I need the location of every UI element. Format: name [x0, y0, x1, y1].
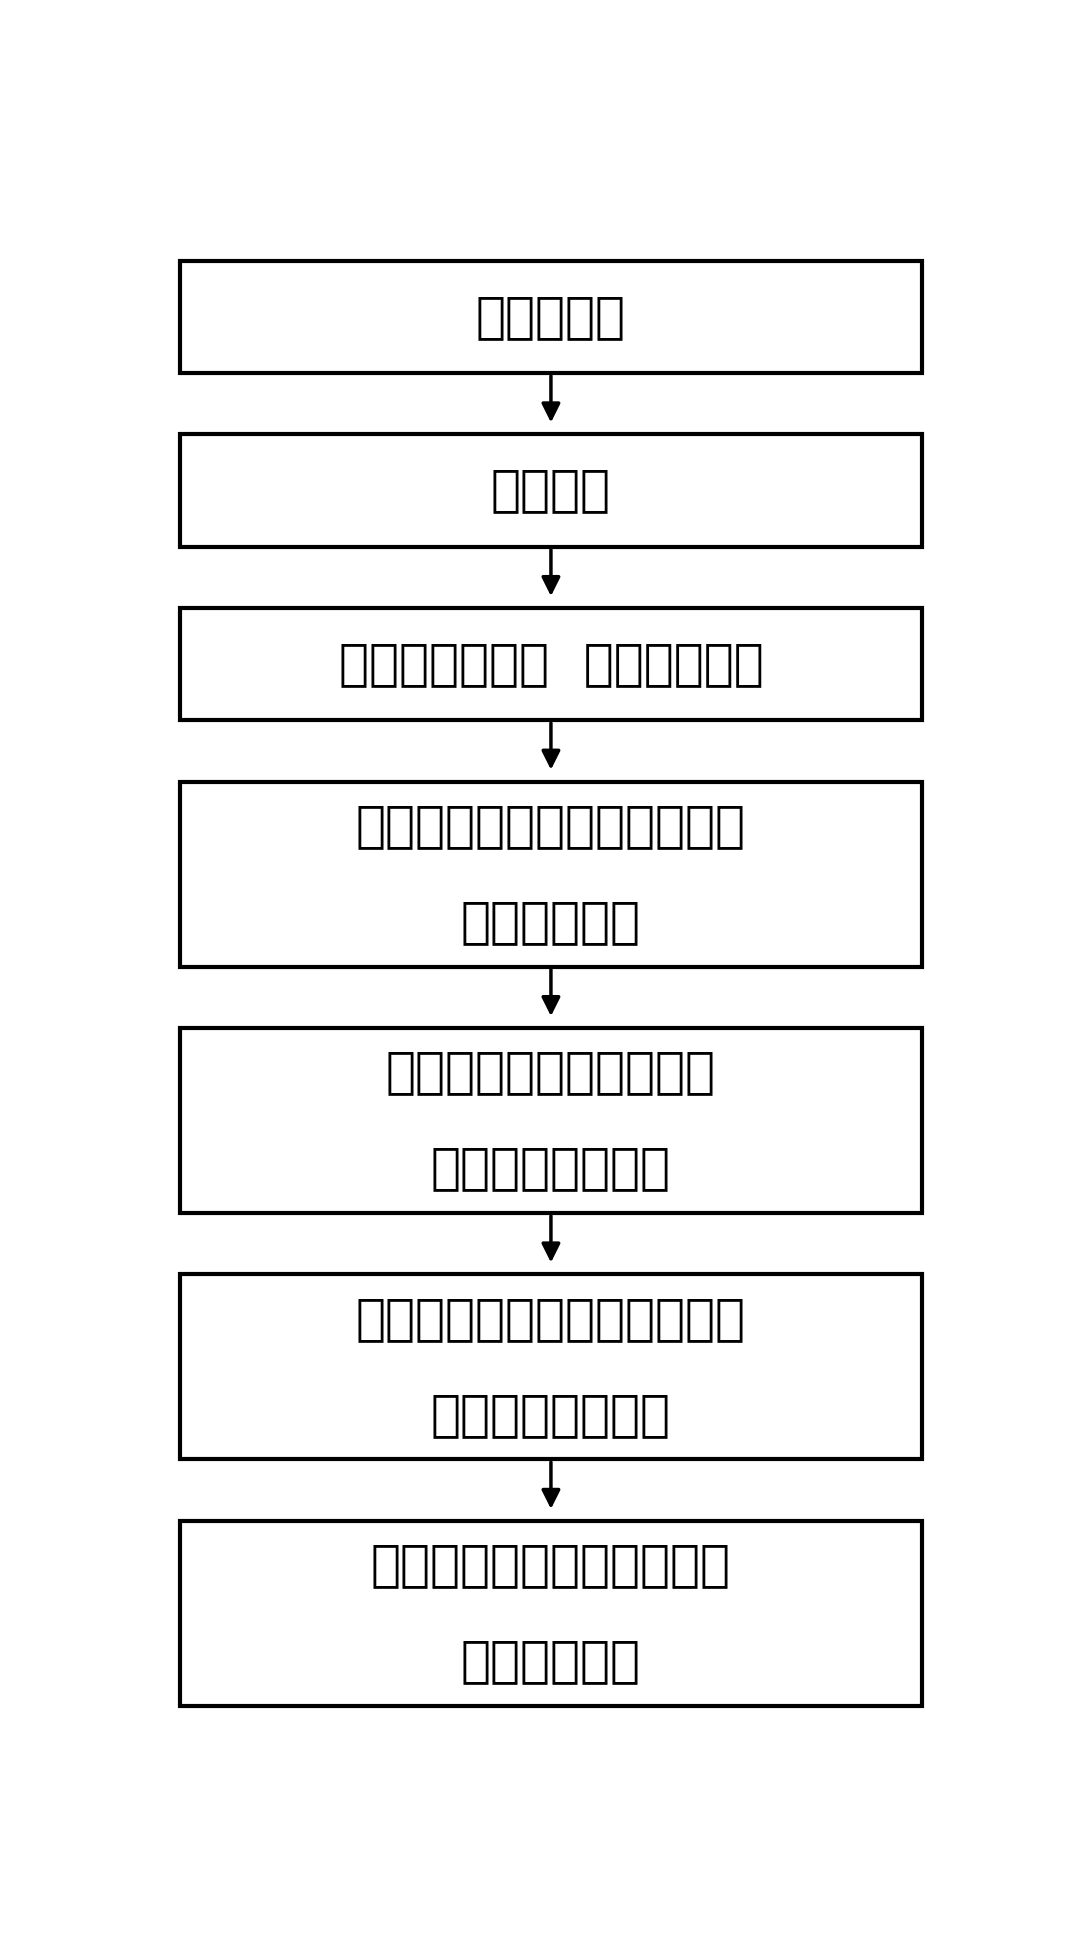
- Text: 模型初始化: 模型初始化: [476, 292, 626, 341]
- Bar: [181, 607, 921, 720]
- Bar: [181, 1028, 921, 1213]
- Bar: [181, 1521, 921, 1706]
- Bar: [181, 434, 921, 547]
- Text: 模型预测: 模型预测: [491, 467, 611, 514]
- Bar: [181, 261, 921, 374]
- Text: 同化观测信息，  更新模型参数: 同化观测信息， 更新模型参数: [339, 641, 763, 687]
- Text: 利用参数均值重新驱动模型，: 利用参数均值重新驱动模型，: [356, 802, 746, 851]
- Text: 当前时刻状态向量: 当前时刻状态向量: [431, 1390, 671, 1439]
- Text: 构造状态向量: 构造状态向量: [461, 898, 641, 946]
- Text: 利用模型结构误差预测值修正: 利用模型结构误差预测值修正: [356, 1295, 746, 1343]
- Bar: [181, 1275, 921, 1460]
- Text: 进入下一周期: 进入下一周期: [461, 1637, 641, 1686]
- Bar: [181, 781, 921, 966]
- Text: 构建高斯过程回归模型，: 构建高斯过程回归模型，: [386, 1047, 716, 1096]
- Text: 预测模型结构误差: 预测模型结构误差: [431, 1145, 671, 1194]
- Text: 更新当前时刻模型初始值，: 更新当前时刻模型初始值，: [371, 1542, 731, 1589]
